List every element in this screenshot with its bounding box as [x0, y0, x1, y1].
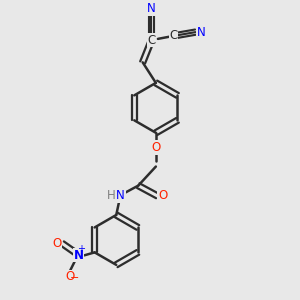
Text: O: O — [151, 141, 160, 154]
Text: O: O — [158, 189, 167, 203]
Text: O: O — [52, 237, 62, 250]
Text: +: + — [77, 244, 85, 254]
Text: O: O — [65, 270, 74, 283]
Text: N: N — [116, 189, 125, 203]
Text: C: C — [147, 34, 156, 47]
Text: N: N — [74, 249, 83, 262]
Text: C: C — [169, 29, 178, 42]
Text: N: N — [197, 26, 206, 39]
Text: H: H — [106, 189, 115, 203]
Text: N: N — [147, 2, 156, 15]
Text: −: − — [70, 273, 80, 283]
